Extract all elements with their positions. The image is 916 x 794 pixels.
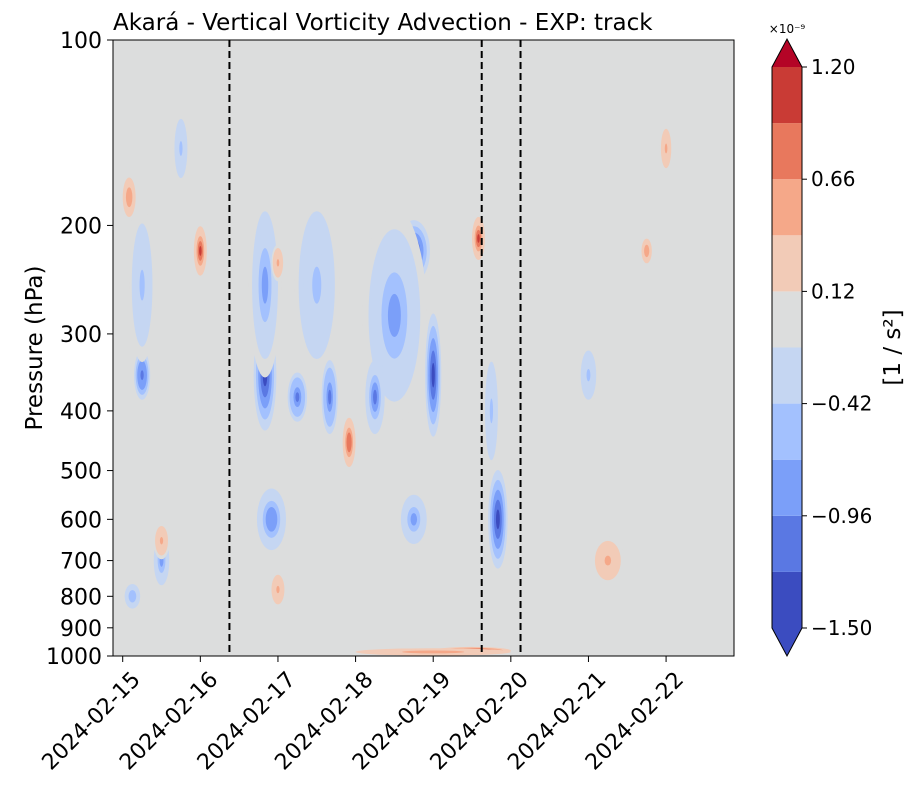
contour-blob-4-4 xyxy=(179,141,183,156)
y-tick-label-8: 900 xyxy=(60,617,102,642)
y-tick-label-1: 200 xyxy=(60,214,102,239)
contour-blob-18-4 xyxy=(387,293,401,338)
colorbar-segment-7 xyxy=(772,179,802,236)
contour-blob-24-4 xyxy=(489,398,494,424)
contour-blob-7-4 xyxy=(159,537,164,545)
y-axis: 100 200 300 400 500 600 700 800 900 1000 xyxy=(46,29,113,670)
chart-title: Akará - Vertical Vorticity Advection - E… xyxy=(113,10,653,36)
plot-frame xyxy=(112,39,735,657)
contour-blob-30-4 xyxy=(586,368,591,382)
contour-blob-11-4 xyxy=(295,392,300,403)
colorbar-segment-9 xyxy=(772,67,802,124)
contour-blob-13-4 xyxy=(328,389,332,405)
colorbar-segment-4 xyxy=(772,347,802,404)
contour-blob-22-4 xyxy=(477,234,480,243)
contour-blob-16-4 xyxy=(276,585,280,594)
contour-blob-5-4 xyxy=(127,192,131,203)
contour-blob-15-4 xyxy=(347,437,351,448)
colorbar-segments xyxy=(771,37,803,658)
colorbar-tick-label-2: 0.12 xyxy=(811,279,856,303)
y-tick-label-9: 1000 xyxy=(46,645,102,670)
colorbar-label: [1 / s²] xyxy=(880,309,906,385)
y-tick-label-7: 800 xyxy=(60,585,102,610)
colorbar-segment-6 xyxy=(772,235,802,292)
event-lines xyxy=(228,40,522,656)
contour-blob-9-4 xyxy=(261,266,269,304)
colorbar-segment-5 xyxy=(772,291,802,348)
plot-area xyxy=(112,39,735,657)
contour-blob-28-4 xyxy=(664,143,668,154)
contour-blob-0-4 xyxy=(140,370,144,381)
colorbar-segment-0 xyxy=(772,571,802,628)
colorbar-tick-label-3: −0.42 xyxy=(811,392,872,416)
contour-blob-10-4 xyxy=(268,513,275,526)
colorbar-exponent: ×10⁻⁹ xyxy=(769,22,806,36)
colorbar-segment-8 xyxy=(772,123,802,180)
colorbar-tick-label-1: 0.66 xyxy=(811,167,856,191)
colorbar-segment-1 xyxy=(772,515,802,572)
contour-blob-1-4 xyxy=(139,269,145,301)
colorbar-tick-label-5: −1.50 xyxy=(811,616,872,640)
y-tick-label-5: 600 xyxy=(60,508,102,533)
x-axis: 2024-02-152024-02-162024-02-172024-02-18… xyxy=(38,656,689,775)
colorbar-segment-3 xyxy=(772,403,802,460)
colorbar-tick-label-0: 1.20 xyxy=(811,55,856,79)
contour-blob-3-4 xyxy=(130,593,135,600)
y-tick-label-3: 400 xyxy=(60,400,102,425)
y-tick-label-6: 700 xyxy=(60,550,102,575)
contour-blob-19-4 xyxy=(373,389,377,405)
colorbar-extend-min xyxy=(772,628,802,656)
contour-field xyxy=(121,111,673,656)
colorbar-extend-max xyxy=(772,39,802,67)
y-axis-label: Pressure (hPa) xyxy=(22,266,48,431)
y-tick-label-2: 300 xyxy=(60,323,102,348)
colorbar-segment-2 xyxy=(772,459,802,516)
contour-blob-29-4 xyxy=(645,247,648,255)
y-tick-label-0: 100 xyxy=(60,29,102,54)
contour-blob-20-4 xyxy=(431,362,435,388)
contour-blob-26-4 xyxy=(417,651,449,653)
colorbar-tick-label-4: −0.96 xyxy=(811,504,872,528)
contour-blob-21-4 xyxy=(410,513,418,526)
y-tick-label-4: 500 xyxy=(60,460,102,485)
contour-blob-14-4 xyxy=(276,259,280,267)
contour-blob-27-4 xyxy=(604,555,612,566)
contour-blob-23-4 xyxy=(495,509,500,530)
contour-blob-6-4 xyxy=(199,246,202,256)
contour-blob-12-4 xyxy=(312,266,322,304)
colorbar: ×10⁻⁹ 1.20 0.66 0.12 −0.42 −0.96 −1.50 [1 / s… xyxy=(769,22,906,658)
colorbar-ticks: 1.20 0.66 0.12 −0.42 −0.96 −1.50 xyxy=(802,55,872,640)
